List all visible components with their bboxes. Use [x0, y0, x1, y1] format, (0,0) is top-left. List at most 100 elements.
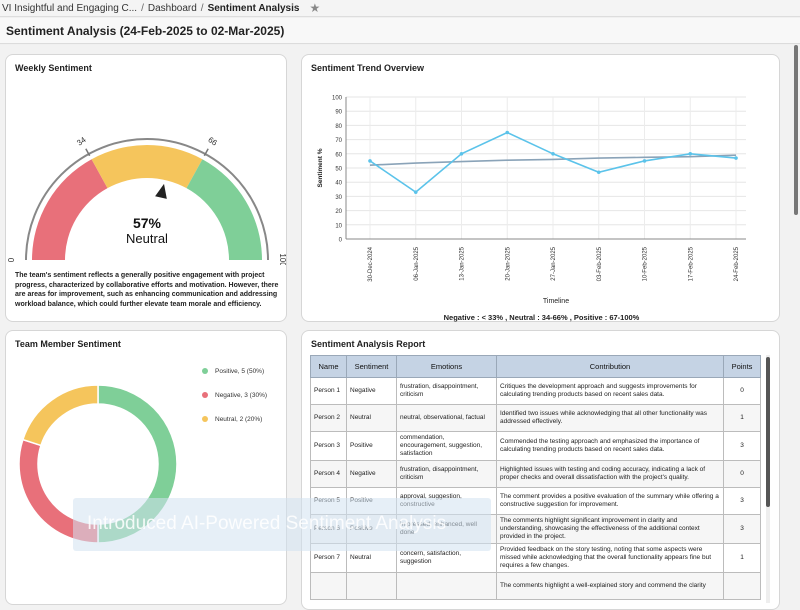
x-tick-label: 13-Jan-2025: [460, 246, 466, 280]
gauge-positive-band: [186, 159, 262, 260]
cell-name: Person 2: [310, 404, 347, 432]
feature-banner-overlay: Introduced AI-Powered Sentiment Analysis: [73, 498, 491, 551]
gauge-tick-label-low: 34: [75, 135, 88, 148]
sentiment-gauge: 0 34 66 100: [7, 135, 287, 265]
breadcrumb-dashboard[interactable]: Dashboard: [147, 2, 197, 14]
cell-points: 0: [723, 460, 761, 488]
page-scrollbar-thumb[interactable]: [794, 45, 798, 215]
gauge-outline: [25, 138, 269, 261]
cell-emotions: frustration, disappointment, criticism: [396, 377, 497, 405]
y-tick-label: 80: [335, 124, 342, 130]
table-row[interactable]: Person 3 Positive commendation, encouragem…: [310, 431, 761, 461]
x-tick-label: 24-Feb-2025: [734, 246, 740, 281]
gauge-tick-label-max: 100: [278, 253, 287, 265]
gauge-percent: 57%: [132, 215, 162, 231]
cell-sentiment: [346, 572, 397, 600]
data-point: [459, 152, 464, 156]
cell-sentiment: Negative: [346, 377, 397, 405]
y-tick-label: 30: [335, 195, 342, 201]
column-header-emotions[interactable]: Emotions: [396, 355, 497, 378]
table-row[interactable]: Person 2 Neutral neutral, observational, f…: [310, 404, 761, 432]
sentiment-trend-panel: Sentiment Trend Overview 0 10 20 30 40 50 60 70…: [301, 54, 780, 322]
legend-swatch-icon: [202, 416, 208, 422]
column-header-sentiment[interactable]: Sentiment: [346, 355, 397, 378]
weekly-sentiment-panel: Weekly Sentiment 0 34 66 100 57% Neutral…: [5, 54, 287, 322]
gauge-tick-label-min: 0: [7, 257, 16, 262]
y-axis-title: Sentiment %: [317, 148, 324, 187]
cell-points: 3: [723, 514, 761, 544]
cell-name: Person 4: [310, 460, 347, 488]
weekly-sentiment-title: Weekly Sentiment: [15, 63, 92, 73]
column-header-name[interactable]: Name: [310, 355, 347, 378]
legend-item[interactable]: Neutral, 2 (20%): [202, 413, 267, 425]
breadcrumb: VI Insightful and Engaging C... / Dashbo…: [0, 0, 800, 17]
report-scrollbar[interactable]: [766, 355, 770, 603]
sentiment-range-legend: Negative : < 33% , Neutral : 34-66% , Po…: [443, 313, 640, 322]
data-point: [688, 152, 693, 156]
x-tick-label: 27-Jan-2025: [551, 246, 557, 280]
y-tick-label: 40: [335, 181, 342, 187]
column-header-contribution[interactable]: Contribution: [496, 355, 724, 378]
sentiment-report-title: Sentiment Analysis Report: [311, 339, 426, 349]
breadcrumb-separator: /: [200, 2, 204, 14]
data-point: [505, 130, 510, 135]
x-tick-label: 30-Dec-2024: [368, 246, 374, 281]
team-member-sentiment-panel: Team Member Sentiment Positive, 5 (50%) N…: [5, 330, 287, 605]
cell-name: [310, 572, 347, 600]
y-tick-label: 50: [335, 167, 342, 173]
dashboard-canvas: Weekly Sentiment 0 34 66 100 57% Neutral…: [0, 45, 800, 610]
table-row[interactable]: The comments highlight a well-explained …: [310, 572, 761, 600]
team-member-sentiment-title: Team Member Sentiment: [15, 339, 121, 349]
sentiment-report-panel: Sentiment Analysis Report Name Sentiment…: [301, 330, 780, 610]
star-icon[interactable]: ★: [309, 1, 321, 15]
report-table-container[interactable]: Name Sentiment Emotions Contribution Poi…: [310, 355, 764, 603]
gauge-sentiment-label: Neutral: [126, 231, 168, 246]
legend-label: Negative, 3 (30%): [215, 391, 268, 399]
cell-emotions: neutral, observational, factual: [396, 404, 497, 432]
page-header: Sentiment Analysis (24-Feb-2025 to 02-Ma…: [0, 18, 800, 44]
data-point: [642, 159, 647, 163]
legend-item[interactable]: Negative, 3 (30%): [202, 389, 267, 401]
report-table: Name Sentiment Emotions Contribution Poi…: [310, 355, 761, 600]
legend-label: Neutral, 2 (20%): [215, 415, 263, 423]
x-tick-label: 03-Feb-2025: [597, 246, 603, 281]
cell-contribution: Critiques the development approach and s…: [496, 377, 724, 405]
report-scrollbar-thumb[interactable]: [766, 357, 770, 507]
breadcrumb-project[interactable]: VI Insightful and Engaging C...: [2, 2, 138, 14]
page-title: Sentiment Analysis (24-Feb-2025 to 02-Ma…: [6, 23, 285, 38]
gauge-negative-band: [32, 159, 108, 260]
column-header-points[interactable]: Points: [723, 355, 761, 378]
legend-label: Positive, 5 (50%): [215, 367, 265, 375]
y-tick-label: 90: [335, 110, 342, 116]
cell-name: Person 3: [310, 431, 347, 461]
data-point: [734, 156, 738, 160]
gauge-pointer-icon: [155, 183, 167, 199]
report-table-header: Name Sentiment Emotions Contribution Poi…: [310, 355, 761, 378]
cell-points: 3: [723, 431, 761, 461]
y-tick-label: 100: [332, 96, 343, 102]
x-axis-title: Timeline: [543, 298, 569, 305]
x-tick-label: 20-Jan-2025: [505, 246, 511, 280]
sentiment-trend-title: Sentiment Trend Overview: [311, 63, 425, 73]
y-tick-label: 20: [335, 209, 342, 215]
cell-sentiment: Positive: [346, 431, 397, 461]
gauge-tick-34: [85, 148, 91, 157]
legend-item[interactable]: Positive, 5 (50%): [202, 365, 267, 377]
y-tick-label: 0: [339, 238, 343, 244]
cell-contribution: Identified two issues while acknowledgin…: [496, 404, 724, 432]
cell-sentiment: Negative: [346, 460, 397, 488]
gauge-tick-66: [203, 148, 209, 157]
cell-points: 0: [723, 377, 761, 405]
cell-contribution: The comments highlight a well-explained …: [496, 572, 724, 600]
data-point: [413, 190, 418, 194]
cell-contribution: The comments highlight significant impro…: [496, 514, 724, 544]
x-tick-label: 06-Jan-2025: [414, 246, 420, 280]
cell-contribution: Highlighted issues with testing and codi…: [496, 460, 724, 488]
data-point: [368, 159, 372, 163]
data-point: [596, 170, 601, 175]
breadcrumb-separator: /: [141, 2, 144, 14]
table-row[interactable]: Person 4 Negative frustration, disappointm…: [310, 460, 761, 488]
donut-slice[interactable]: [21, 384, 99, 447]
legend-swatch-icon: [202, 392, 208, 398]
table-row[interactable]: Person 1 Negative frustration, disappointm…: [310, 377, 761, 405]
